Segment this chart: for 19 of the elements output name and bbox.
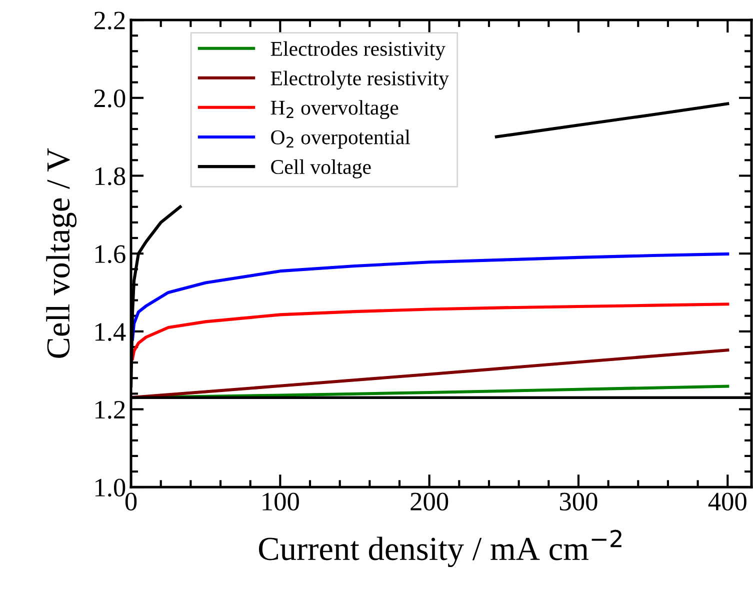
- x-tick-label: 100: [262, 492, 299, 511]
- x-tick-label: 300: [560, 492, 598, 511]
- y-axis-title: Cell voltage / V: [46, 148, 77, 358]
- legend-label: Electrodes resistivity: [270, 41, 446, 60]
- legend-label: Electrolyte resistivity: [270, 70, 449, 90]
- x-tick-label: 0: [125, 492, 137, 511]
- legend-label: Cell voltage: [271, 159, 371, 178]
- y-tick-label: 2.0: [94, 89, 126, 108]
- legend-label: O$_{2}$ overpotential: [271, 130, 410, 149]
- x-tick-label: 200: [410, 492, 448, 511]
- y-tick-label: 1.2: [95, 400, 125, 419]
- y-tick-label: 2.2: [94, 12, 125, 30]
- x-tick-label: 400: [708, 492, 746, 511]
- y-tick-label: 1.8: [95, 167, 126, 186]
- y-tick-label: 1.0: [95, 478, 126, 497]
- legend-label: H$_{2}$ overvoltage: [270, 100, 398, 120]
- y-tick-label: 1.6: [95, 245, 126, 264]
- x-axis-title: Current density / mA cm$^{−2}$: [258, 530, 622, 568]
- y-tick-label: 1.4: [95, 323, 126, 341]
